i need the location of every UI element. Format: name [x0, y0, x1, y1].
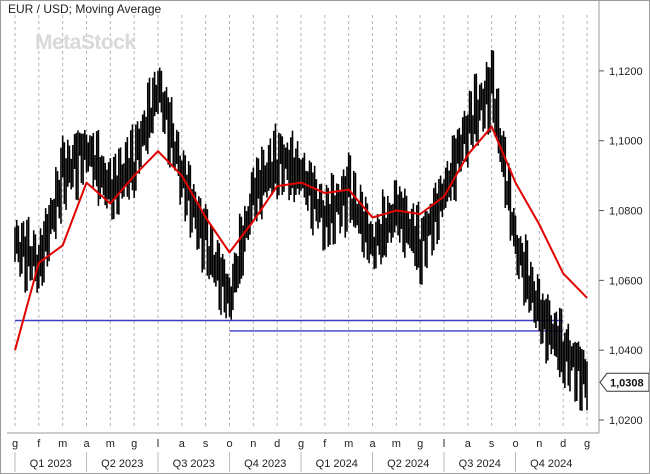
x-quarter-label: Q1 2024: [316, 458, 358, 470]
y-tick-label: 1,0600: [609, 275, 643, 287]
chart-title: EUR / USD; Moving Average: [8, 2, 162, 16]
watermark-logo: MetaStock: [35, 31, 136, 54]
y-tick-label: 1,0400: [609, 345, 643, 357]
tick-labels: 1,0200 1,0400 1,0600 1,0800 1,1000 1,1200 g f m a…: [12, 66, 649, 470]
x-month-label: n: [536, 438, 542, 450]
y-tick-label: 1,0800: [609, 206, 643, 218]
x-month-label: d: [274, 438, 280, 450]
last-value-box: [599, 372, 649, 392]
x-month-label: n: [250, 438, 256, 450]
x-month-label: g: [417, 438, 423, 450]
price-bars: [14, 49, 588, 411]
x-quarter-label: Q4 2023: [244, 458, 286, 470]
axis-layer: [7, 1, 604, 472]
x-month-label: m: [58, 438, 67, 450]
x-month-label: a: [465, 438, 472, 450]
x-month-label: s: [489, 438, 495, 450]
x-quarter-label: Q2 2023: [101, 458, 143, 470]
x-quarter-label: Q3 2024: [459, 458, 501, 470]
x-month-label: s: [203, 438, 209, 450]
y-tick-label: 1,1000: [609, 136, 643, 148]
x-quarter-label: Q1 2023: [30, 458, 72, 470]
x-month-label: o: [512, 438, 518, 450]
x-quarter-label: Q4 2024: [530, 458, 572, 470]
moving-average-line: [14, 125, 588, 351]
last-value-label: 1,0308: [610, 377, 644, 389]
x-month-label: g: [131, 438, 137, 450]
x-month-label: g: [584, 438, 590, 450]
x-month-label: g: [298, 438, 304, 450]
x-month-label: f: [323, 438, 327, 450]
x-month-label: m: [392, 438, 401, 450]
support-lines: [15, 319, 564, 332]
x-month-label: m: [344, 438, 353, 450]
x-quarter-label: Q2 2024: [387, 458, 429, 470]
x-month-label: a: [369, 438, 376, 450]
x-month-label: a: [83, 438, 90, 450]
grid-layer: [14, 15, 588, 427]
y-tick-label: 1,0200: [609, 415, 643, 427]
x-month-label: a: [179, 438, 186, 450]
x-month-label: o: [226, 438, 232, 450]
x-month-label: g: [12, 438, 18, 450]
x-month-label: d: [560, 438, 566, 450]
y-tick-label: 1,1200: [609, 66, 643, 78]
x-month-label: f: [37, 438, 41, 450]
x-quarter-label: Q3 2023: [173, 458, 215, 470]
x-month-label: l: [443, 438, 445, 450]
moving-average-path: [14, 125, 588, 351]
x-month-label: m: [106, 438, 115, 450]
x-month-label: l: [157, 438, 159, 450]
